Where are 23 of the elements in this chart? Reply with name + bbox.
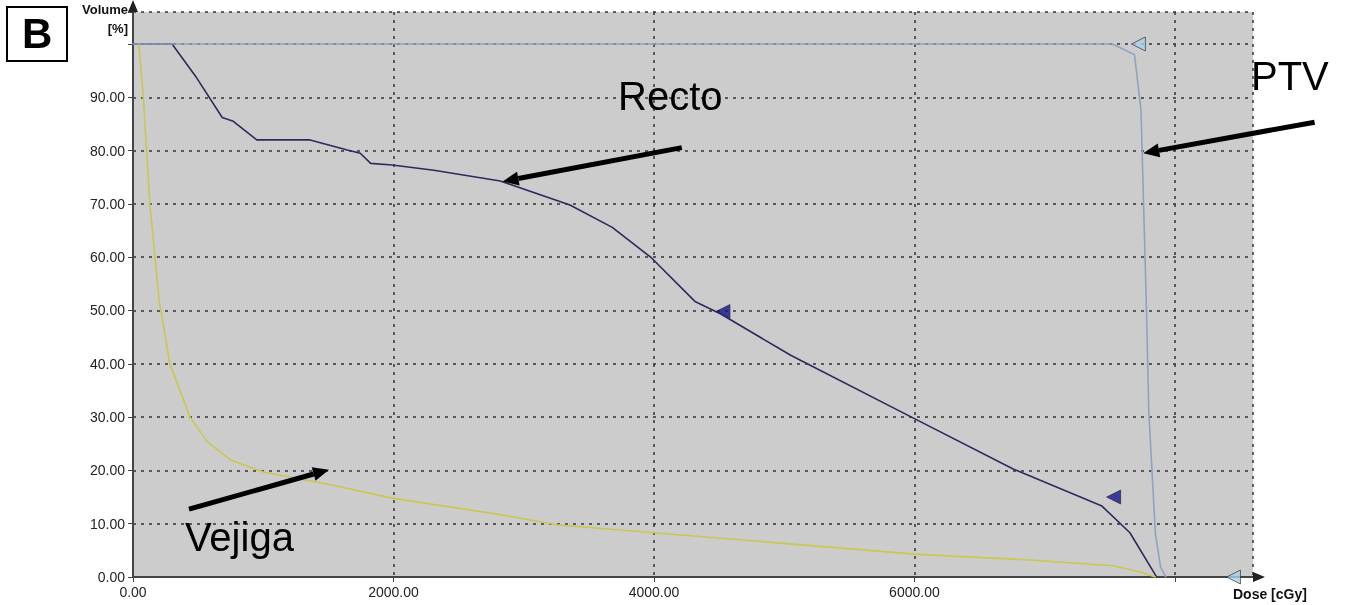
point bbox=[1226, 569, 1241, 585]
x-tick-label: 2000.00 bbox=[368, 584, 419, 600]
annotation: PTV bbox=[1250, 54, 1329, 100]
point bbox=[1131, 36, 1146, 52]
x-axis-title: Dose [cGy] bbox=[1233, 586, 1307, 602]
y-tick-label: 10.00 bbox=[89, 515, 126, 532]
y-axis-title: Volume [%] bbox=[81, 1, 128, 38]
point bbox=[1106, 489, 1122, 505]
y-tick-label: 30.00 bbox=[89, 409, 126, 426]
y-tick-label: 80.00 bbox=[89, 142, 126, 159]
text: B bbox=[6, 6, 69, 62]
y-tick-label: 50.00 bbox=[89, 302, 126, 319]
y-tick-label: 90.00 bbox=[89, 89, 126, 106]
y-tick-label: 40.00 bbox=[89, 355, 126, 372]
x-tick-label: 4000.00 bbox=[628, 584, 680, 600]
x-tick-label: 0.00 bbox=[119, 584, 147, 600]
annotation: Vejiga bbox=[184, 514, 294, 560]
annotation: Recto bbox=[618, 74, 723, 120]
y-tick-label: 60.00 bbox=[89, 249, 126, 266]
y-tick-label: 70.00 bbox=[89, 195, 126, 212]
y-tick-label: 0.00 bbox=[97, 569, 126, 585]
x-tick-label: 6000.00 bbox=[889, 584, 940, 600]
y-tick-label: 20.00 bbox=[89, 462, 126, 479]
